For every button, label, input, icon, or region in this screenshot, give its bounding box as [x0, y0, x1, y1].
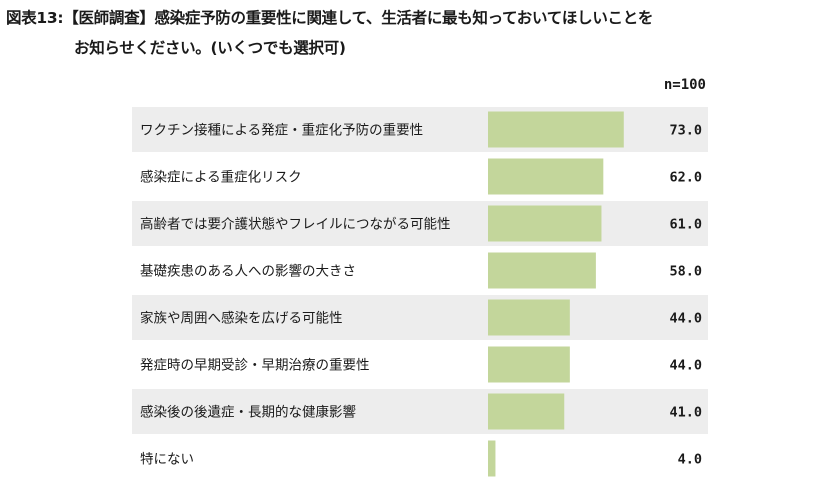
bar — [488, 393, 565, 430]
value-label: 44.0 — [669, 311, 702, 327]
bar — [488, 252, 596, 289]
row-shading — [132, 295, 708, 340]
bar — [488, 111, 624, 148]
value-label: 61.0 — [669, 217, 702, 233]
value-label: 4.0 — [678, 452, 702, 468]
category-label: 発症時の早期受診・早期治療の重要性 — [140, 357, 370, 374]
category-label: 基礎疾患のある人への影響の大きさ — [140, 263, 356, 280]
bar — [488, 346, 570, 383]
category-label: 家族や周囲へ感染を広げる可能性 — [140, 310, 343, 327]
row-shading — [132, 389, 708, 434]
value-label: 41.0 — [669, 405, 702, 421]
category-label: 高齢者では要介護状態やフレイルにつながる可能性 — [140, 216, 451, 233]
row-shading — [132, 201, 708, 246]
chart-title-line-1: 図表13:【医師調査】感染症予防の重要性に関連して、生活者に最も知っておいてほし… — [6, 9, 654, 27]
value-label: 73.0 — [669, 123, 702, 139]
bar — [488, 299, 570, 336]
category-label: ワクチン接種による発症・重症化予防の重要性 — [140, 122, 423, 139]
value-label: 44.0 — [669, 358, 702, 374]
bar — [488, 440, 496, 477]
category-label: 感染後の後遺症・長期的な健康影響 — [140, 404, 356, 421]
bar — [488, 158, 604, 195]
value-label: 62.0 — [669, 170, 702, 186]
sample-size-label: n=100 — [663, 77, 706, 93]
bar — [488, 205, 602, 242]
category-label: 感染症による重症化リスク — [140, 169, 302, 186]
category-label: 特にない — [140, 452, 194, 468]
chart-title-line-2: お知らせください。(いくつでも選択可) — [74, 39, 346, 57]
value-label: 58.0 — [669, 264, 702, 280]
